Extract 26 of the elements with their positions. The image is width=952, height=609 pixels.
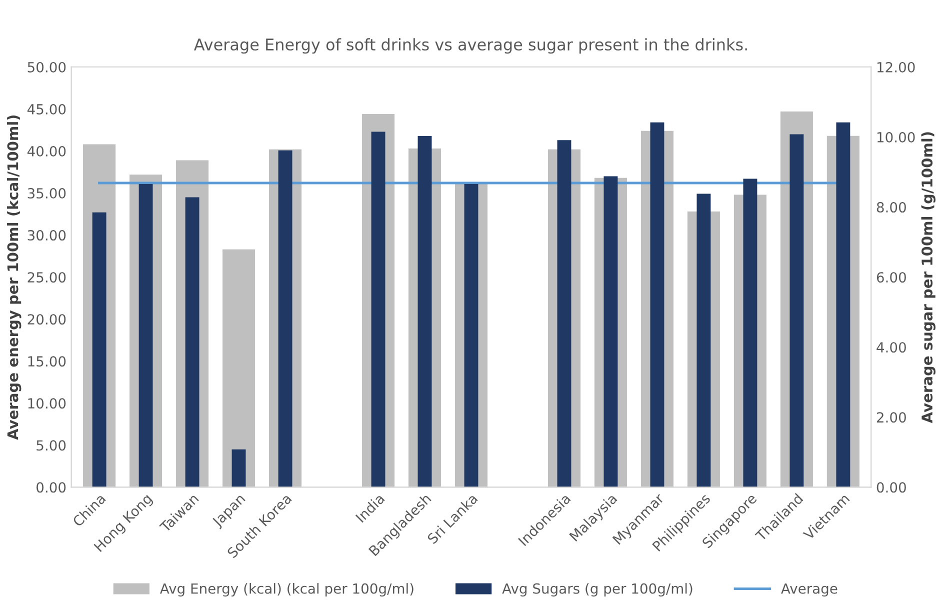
y2-tick-label: 2.00 — [876, 412, 906, 423]
bar — [222, 249, 256, 488]
y-tick-label: 50.00 — [28, 62, 66, 72]
y-tick-label: 10.00 — [28, 398, 66, 409]
y-tick-label: 35.00 — [28, 188, 66, 199]
y2-tick-label: 12.00 — [877, 62, 915, 72]
legend-label: Average — [781, 583, 838, 596]
y-tick-label: 25.00 — [28, 272, 66, 283]
y-tick-label: 45.00 — [27, 104, 66, 114]
legend-label: Avg Energy (kcal) (kcal per 100g/ml) — [160, 583, 414, 596]
y2-tick-label: 6.00 — [876, 272, 906, 283]
y2-tick-label: 4.00 — [876, 342, 906, 353]
y2-tick-label: 10.00 — [877, 132, 915, 142]
chart-title: Average Energy of soft drinks vs average sugar present in the drinks. — [194, 38, 747, 54]
y-axis-title: Average energy per 100ml (kcal/100ml) — [6, 115, 22, 440]
y-tick-label: 20.00 — [28, 314, 66, 325]
y2-tick-label: 0.00 — [876, 482, 906, 493]
y-tick-label: 0.00 — [36, 482, 66, 493]
y-tick-label: 5.00 — [36, 440, 66, 451]
y2-tick-label: 8.00 — [876, 202, 906, 213]
legend-label: Avg Sugars (g per 100g/ml) — [502, 583, 692, 596]
y-tick-label: 40.00 — [27, 146, 66, 157]
bar — [232, 449, 246, 488]
y-tick-label: 30.00 — [28, 230, 66, 241]
y2-axis-title: Average sugar per 100ml (g/100ml) — [921, 132, 936, 424]
y-tick-label: 15.00 — [28, 356, 66, 367]
